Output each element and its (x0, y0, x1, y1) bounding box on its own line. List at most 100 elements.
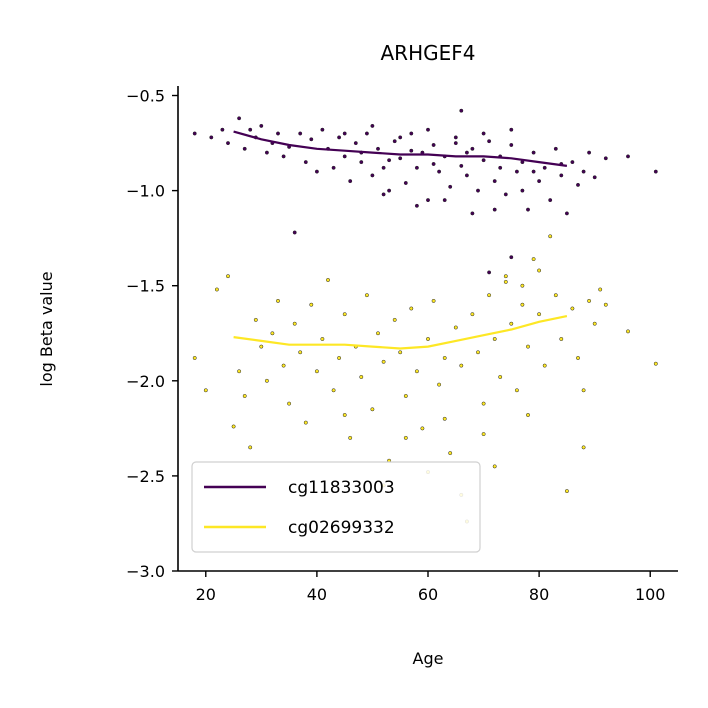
scatter-point (576, 182, 580, 187)
scatter-point (520, 302, 525, 307)
scatter-point (392, 317, 397, 322)
scatter-point (481, 158, 486, 163)
scatter-point (526, 413, 530, 417)
scatter-point (548, 198, 553, 203)
scatter-point (442, 356, 447, 360)
scatter-point (470, 146, 475, 151)
y-ticks: −0.5 −1.0 −1.5 −2.0 −2.5 −3.0 (126, 87, 178, 581)
legend-label-cg02699332: cg02699332 (288, 518, 395, 538)
y-tick-label: −3.0 (126, 562, 165, 581)
scatter-point (437, 382, 442, 387)
scatter-point (409, 306, 414, 311)
scatter-point (592, 175, 597, 180)
scatter-point (431, 143, 436, 147)
scatter-point (442, 198, 447, 203)
scatter-point (314, 169, 319, 174)
trend-layer (233, 130, 568, 350)
scatter-point (464, 173, 469, 178)
scatter-point (576, 356, 580, 360)
scatter-point (370, 407, 375, 412)
scatter-point (342, 312, 347, 317)
scatter-point (537, 312, 542, 317)
scatter-point (537, 268, 542, 273)
scatter-point (359, 375, 364, 379)
scatter-point (342, 131, 347, 136)
series-cg11833003 (192, 108, 658, 275)
scatter-point (603, 156, 608, 161)
scatter-point (448, 451, 453, 456)
scatter-point (492, 464, 497, 469)
scatter-point (603, 302, 608, 307)
scatter-point (376, 146, 380, 151)
legend: cg11833003 cg02699332 (191, 461, 481, 553)
scatter-point (503, 279, 508, 284)
scatter-point (209, 135, 214, 140)
x-tick-label: 100 (635, 585, 666, 604)
scatter-point (470, 211, 475, 216)
scatter-point (398, 135, 403, 140)
scatter-point (570, 160, 575, 165)
scatter-point (237, 369, 242, 374)
scatter-point (459, 108, 464, 113)
y-tick-label: −1.5 (126, 277, 165, 296)
scatter-point (298, 350, 303, 355)
scatter-point (553, 293, 558, 298)
scatter-point (503, 192, 508, 197)
scatter-point (442, 416, 447, 421)
scatter-point (564, 489, 569, 494)
scatter-point (526, 207, 530, 212)
scatter-point (459, 163, 464, 168)
scatter-point (492, 337, 497, 341)
scatter-point (287, 401, 292, 406)
scatter-point (587, 150, 592, 155)
scatter-point (342, 154, 347, 159)
scatter-point (509, 143, 514, 147)
scatter-point (531, 257, 536, 262)
scatter-point (248, 445, 253, 450)
scatter-point (414, 203, 419, 208)
scatter-point (331, 388, 336, 393)
scatter-point (481, 131, 486, 136)
scatter-point (403, 181, 408, 185)
scatter-point (248, 127, 253, 132)
scatter-point (326, 278, 330, 282)
x-ticks: 20 40 60 80 100 (196, 571, 666, 604)
scatter-point (548, 234, 553, 239)
scatter-point (537, 179, 542, 184)
scatter-point (370, 173, 375, 178)
scatter-point (342, 413, 347, 417)
legend-label-cg11833003: cg11833003 (288, 478, 395, 498)
scatter-point (259, 344, 264, 349)
scatter-point (281, 154, 286, 159)
scatter-point (414, 165, 419, 170)
scatter-point (626, 154, 630, 159)
scatter-point (320, 337, 325, 341)
scatter-point (398, 350, 403, 355)
trend-line-cg02699332 (233, 315, 568, 350)
scatter-point (381, 192, 386, 197)
scatter-point (509, 321, 514, 326)
scatter-point (481, 401, 486, 406)
scatter-point (264, 150, 269, 155)
scatter-point (414, 369, 419, 374)
scatter-point (353, 141, 358, 146)
scatter-point (459, 363, 464, 368)
scatter-point (303, 160, 308, 165)
scatter-point (453, 141, 458, 146)
scatter-point (487, 139, 492, 144)
scatter-point (192, 356, 197, 360)
scatter-point (476, 188, 480, 193)
scatter-point (426, 198, 430, 203)
x-axis-label: Age (413, 649, 444, 668)
scatter-point (270, 331, 275, 336)
scatter-point (431, 162, 436, 166)
scatter-point (626, 329, 630, 334)
scatter-point (553, 146, 558, 151)
y-tick-label: −2.0 (126, 372, 165, 391)
scatter-point (409, 148, 414, 153)
scatter-point (226, 274, 230, 279)
scatter-point (542, 165, 547, 170)
scatter-point (309, 302, 314, 307)
scatter-point (398, 156, 403, 161)
